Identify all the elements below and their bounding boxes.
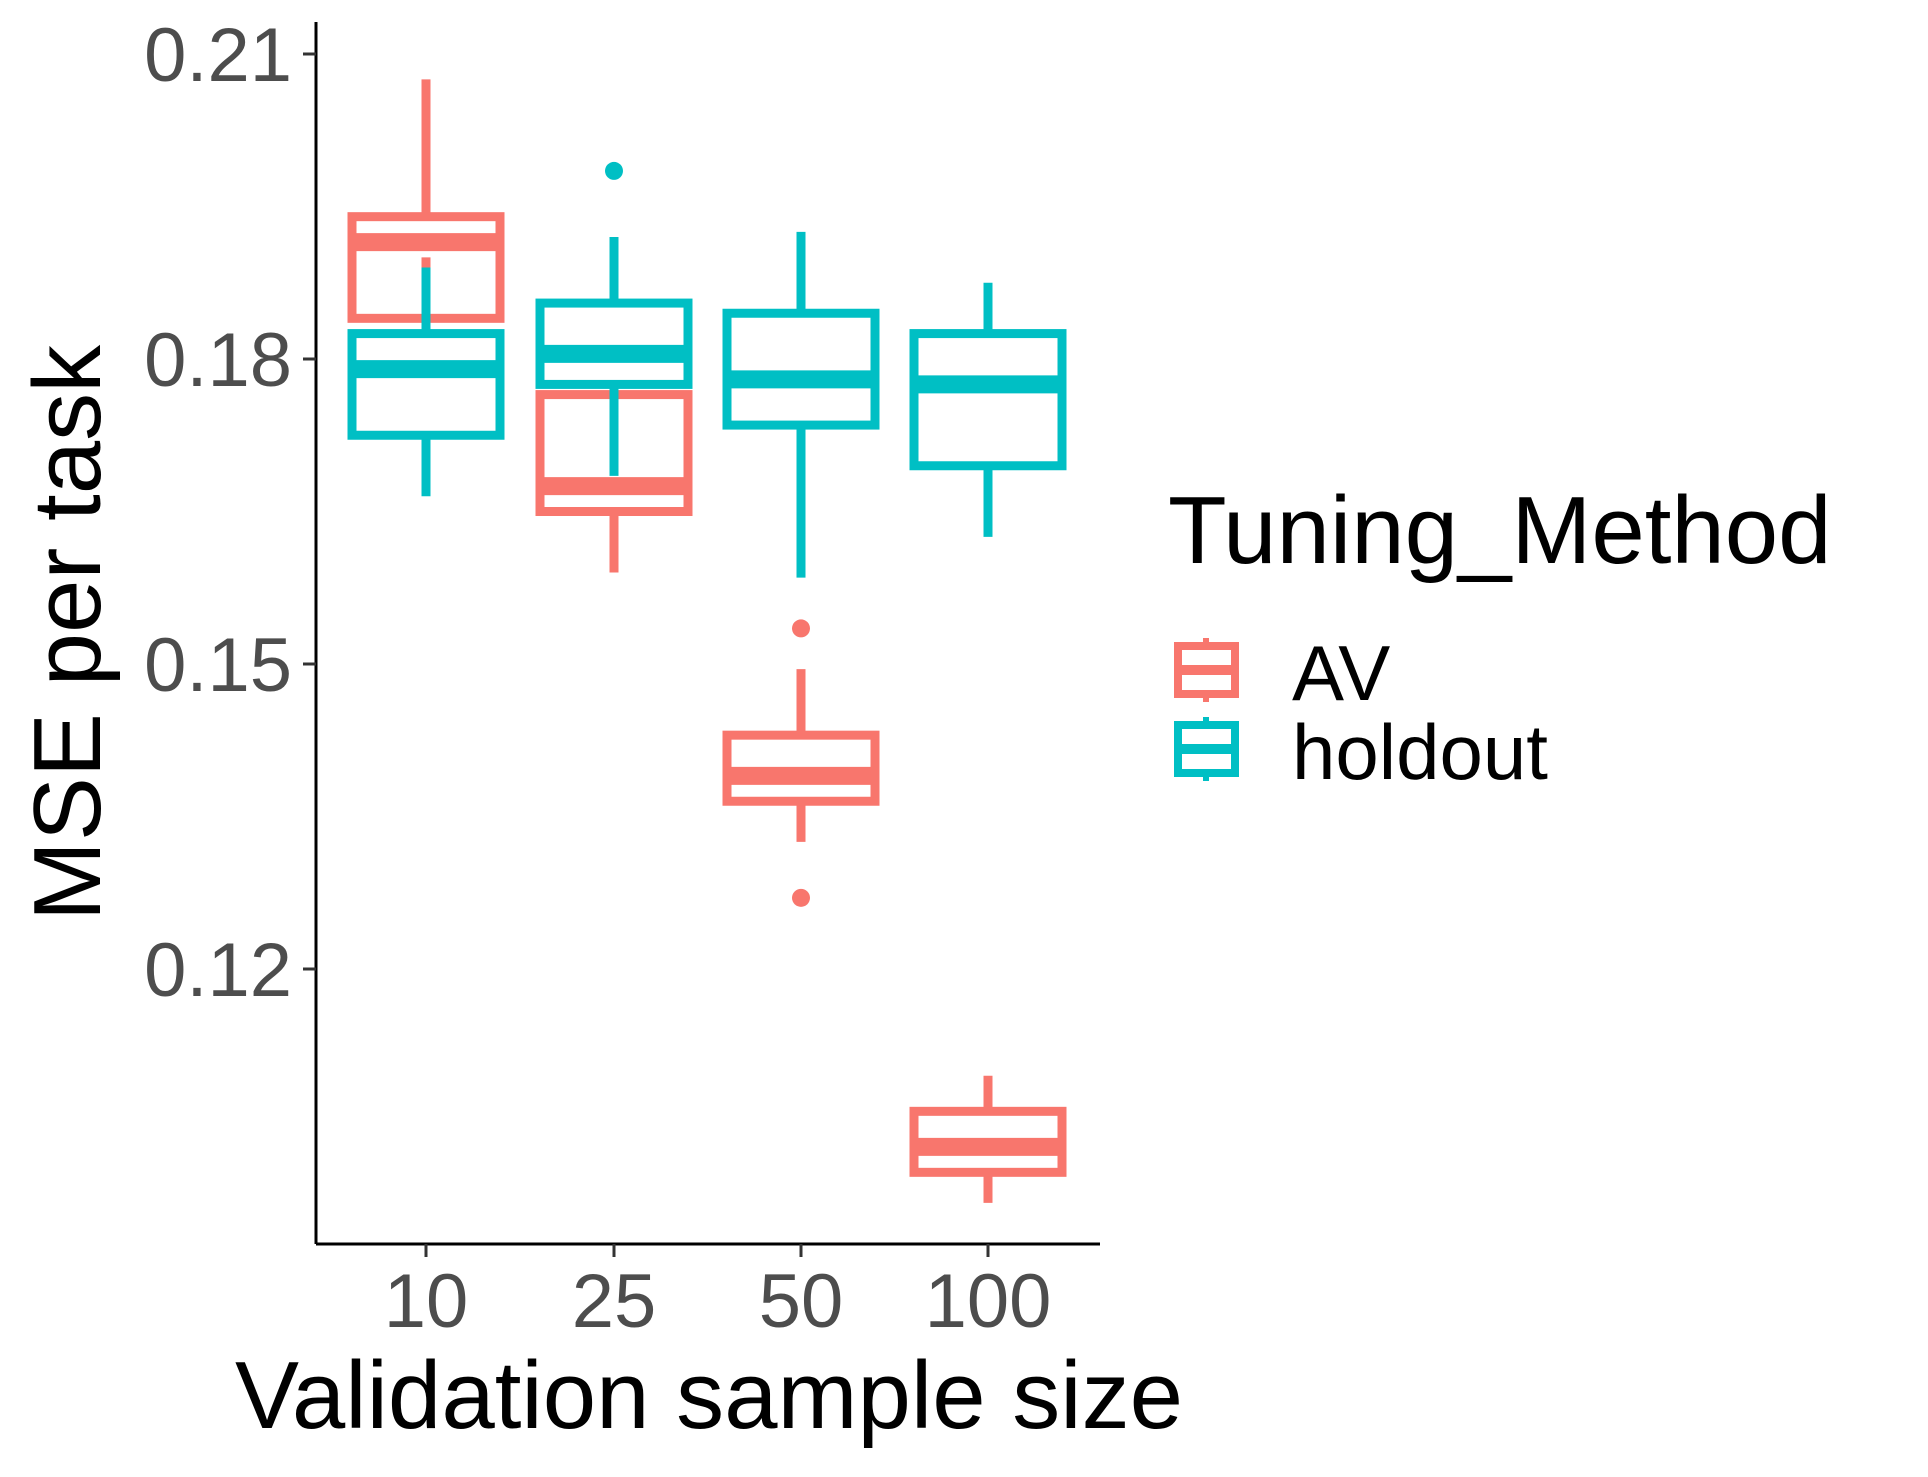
x-tick-label: 100 <box>925 1259 1052 1344</box>
y-axis-title: MSE per task <box>14 344 121 921</box>
outlier-point <box>792 888 810 907</box>
box-holdout-25 <box>535 161 693 476</box>
boxes-layer <box>347 79 1067 1203</box>
x-tick-label: 25 <box>572 1259 657 1344</box>
legend-label-av: AV <box>1292 629 1390 717</box>
box-iqr <box>535 298 693 389</box>
x-tick-label: 10 <box>384 1259 469 1344</box>
outlier-point <box>605 161 623 180</box>
x-axis-ticks: 10 25 50 100 <box>384 1244 1052 1344</box>
box-holdout-100 <box>909 282 1067 537</box>
outlier-point <box>792 619 810 638</box>
y-axis-ticks: 0.12 0.15 0.18 0.21 <box>144 13 316 1013</box>
box-iqr <box>909 329 1067 471</box>
x-tick-label: 50 <box>759 1259 844 1344</box>
y-tick-label: 0.21 <box>144 13 292 98</box>
legend-keys <box>1174 638 1239 781</box>
box-av-50 <box>722 619 880 907</box>
y-tick-label: 0.18 <box>144 318 292 403</box>
x-axis-title: Validation sample size <box>235 1342 1183 1449</box>
legend-label-holdout: holdout <box>1292 708 1548 796</box>
box-holdout-50 <box>722 231 880 578</box>
y-tick-label: 0.12 <box>144 928 292 1013</box>
legend-title: Tuning_Method <box>1168 477 1832 584</box>
box-iqr <box>722 308 880 430</box>
y-tick-label: 0.15 <box>144 623 292 708</box>
box-iqr <box>347 329 505 440</box>
box-holdout-10 <box>347 267 505 497</box>
box-av-100 <box>909 1075 1067 1203</box>
legend-key-av <box>1174 638 1239 702</box>
legend-key-holdout <box>1174 717 1239 781</box>
